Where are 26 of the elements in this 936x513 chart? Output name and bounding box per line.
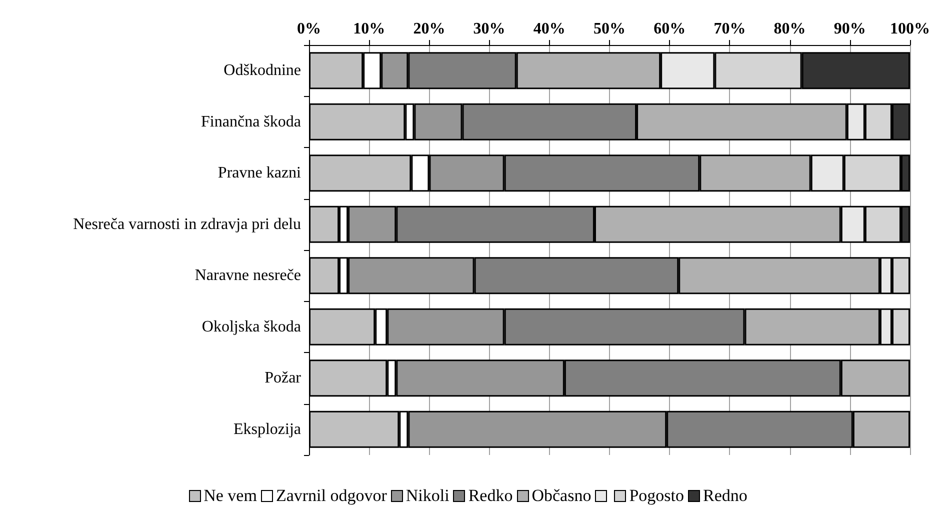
- y-tick-label: Nesreča varnosti in zdravja pri delu: [73, 216, 301, 233]
- x-tick-label: 60%: [654, 20, 686, 38]
- legend-label: Nikoli: [404, 486, 450, 506]
- x-tick-label: 10%: [353, 20, 386, 38]
- x-tick-label: 50%: [594, 20, 626, 38]
- x-tick-label: 70%: [714, 20, 746, 38]
- y-tick-label: Pravne kazni: [218, 164, 302, 182]
- y-tick-label: Okoljska škoda: [202, 318, 301, 336]
- y-tick-label: Eksplozija: [233, 420, 301, 438]
- x-tick-label: 80%: [774, 20, 806, 38]
- legend-label: Redno: [702, 486, 748, 506]
- x-tick-label: 0%: [297, 20, 321, 38]
- y-tick-label: Naravne nesreče: [194, 267, 301, 284]
- legend-label: Ne vem: [202, 486, 257, 506]
- legend-label: Redko: [467, 486, 513, 506]
- x-tick-label: 30%: [473, 20, 506, 38]
- x-tick-label: 20%: [413, 20, 446, 38]
- y-tick-label: Požar: [264, 370, 302, 387]
- x-tick-label: 40%: [533, 20, 566, 38]
- legend-label: Zavrnil odgovor: [274, 486, 387, 506]
- y-tick-label: Finančna škoda: [201, 113, 301, 130]
- x-tick-label: 100%: [890, 20, 930, 38]
- y-tick-label: Odškodnine: [224, 62, 301, 80]
- x-tick-label: 90%: [834, 20, 866, 38]
- legend-label: Občasno: [530, 486, 592, 506]
- legend-label: Pogosto: [628, 486, 684, 506]
